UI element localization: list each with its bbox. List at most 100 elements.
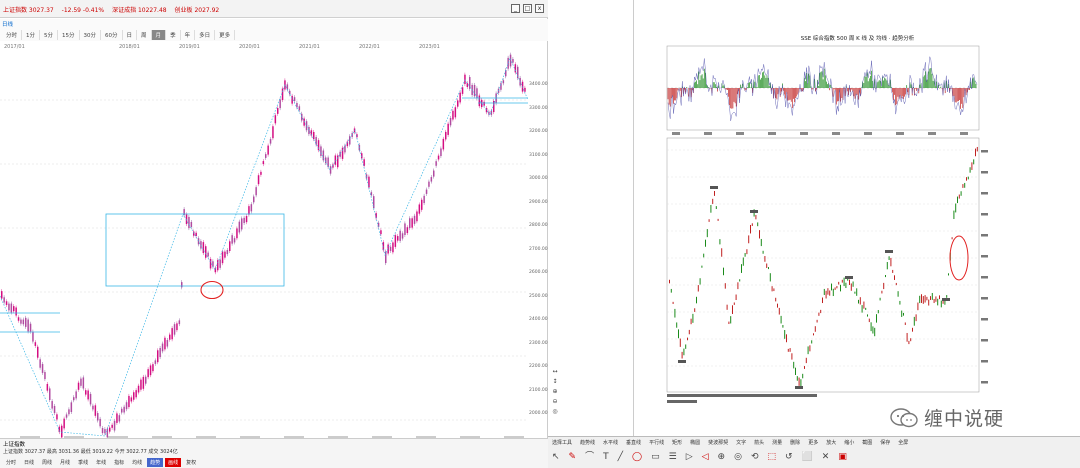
side-tool-icon[interactable]: ◎ [552, 408, 558, 415]
candle [17, 317, 20, 321]
pivot-box[interactable] [105, 213, 285, 287]
candle [459, 92, 461, 103]
close-icon[interactable]: x [535, 4, 544, 13]
maximize-icon[interactable]: □ [523, 4, 532, 13]
candle [106, 428, 109, 438]
candle [960, 191, 962, 196]
candle [976, 146, 978, 152]
candle [454, 107, 457, 118]
candle [298, 106, 301, 111]
candle [75, 391, 77, 399]
candle [775, 297, 777, 302]
candle [164, 337, 166, 350]
candle [349, 136, 351, 145]
toolbar-icon[interactable]: ↖ [552, 452, 560, 462]
bottom-tab[interactable]: 画线 [165, 458, 182, 467]
toolbar-icon[interactable]: ✕ [821, 452, 830, 462]
bottom-tab[interactable]: 指标 [114, 460, 125, 466]
period-tab[interactable]: 多日 [195, 30, 216, 40]
bottom-tab[interactable]: 年线 [96, 460, 107, 466]
toolbar-icon[interactable]: ⌒ [585, 452, 595, 462]
toolbar-icon[interactable]: ⬚ [767, 452, 777, 462]
toolbar-icon[interactable]: ╱ [617, 452, 624, 462]
toolbar-icon[interactable]: ◯ [632, 452, 643, 462]
toolbar-icon[interactable]: ▣ [838, 452, 847, 462]
candle [771, 286, 773, 292]
toolbar-icon[interactable]: ⟲ [750, 452, 759, 462]
period-tab[interactable]: 30分 [80, 30, 102, 40]
candle [877, 310, 879, 314]
candlestick-chart[interactable] [0, 0, 548, 440]
toolbar-label: 截图 [862, 440, 873, 446]
period-tab[interactable]: 15分 [58, 30, 80, 40]
toolbar-icon[interactable]: ☰ [668, 452, 677, 462]
candle [169, 334, 171, 340]
candle [166, 340, 169, 347]
candle [212, 261, 214, 267]
candle [715, 206, 717, 210]
candle [863, 301, 865, 309]
candle [741, 264, 742, 273]
candle [85, 390, 87, 395]
candle [822, 297, 823, 304]
toolbar-icon[interactable]: ▭ [651, 452, 660, 462]
toolbar-icon[interactable]: ◎ [734, 452, 742, 462]
period-tab[interactable]: 更多 [215, 30, 236, 40]
toolbar-icon[interactable]: ✎ [568, 452, 577, 462]
period-tab[interactable]: 周 [137, 30, 152, 40]
candle [955, 203, 957, 213]
bottom-tab[interactable]: 月线 [60, 460, 71, 466]
price-label: 3000.00 [529, 176, 548, 181]
period-tab[interactable]: 日 [123, 30, 138, 40]
candle [56, 414, 58, 420]
window-controls: _ □ x [511, 4, 544, 13]
bottom-tab[interactable]: 复权 [186, 460, 197, 466]
period-tab[interactable]: 60分 [101, 30, 123, 40]
candle [883, 282, 885, 290]
period-tab[interactable]: 5分 [40, 30, 59, 40]
candle [365, 174, 368, 179]
bottom-tab[interactable]: 均线 [132, 460, 143, 466]
bottom-tab[interactable]: 分时 [6, 460, 17, 466]
bottom-tab[interactable]: 周线 [42, 460, 53, 466]
candle [933, 298, 935, 304]
candle [890, 257, 892, 267]
minimize-icon[interactable]: _ [511, 4, 520, 13]
candle [226, 250, 229, 255]
candle [894, 275, 895, 280]
candle [739, 279, 741, 282]
candle [676, 322, 678, 328]
side-tool-icon[interactable]: ↕ [552, 378, 558, 385]
candle [962, 184, 964, 188]
candle [505, 70, 507, 77]
side-tool-icon[interactable]: ⊖ [552, 398, 558, 405]
toolbar-icon[interactable]: ▷ [685, 452, 693, 462]
toolbar-icon[interactable]: ⊕ [717, 452, 726, 462]
side-tool-icon[interactable]: ↔ [552, 368, 558, 375]
bottom-tab[interactable]: 趋势 [147, 458, 164, 467]
toolbar-icon[interactable]: ⬜ [801, 452, 813, 462]
candle [118, 415, 121, 422]
candle [845, 282, 847, 288]
candle [502, 80, 505, 84]
toolbar-icon[interactable]: ◁ [701, 452, 709, 462]
bottom-tab[interactable]: 日线 [24, 460, 35, 466]
candle [195, 232, 197, 237]
side-tool-icon[interactable]: ⊕ [552, 388, 558, 395]
bottom-tab[interactable]: 季线 [78, 460, 89, 466]
period-tab[interactable]: 分时 [2, 30, 23, 40]
period-tab[interactable]: 季 [166, 30, 181, 40]
price-label: 3200.00 [529, 129, 548, 134]
toolbar-icon[interactable]: T [603, 452, 609, 462]
candle [272, 126, 274, 139]
candle [325, 157, 327, 164]
toolbar-icon[interactable]: ↺ [785, 452, 793, 462]
period-tab[interactable]: 1分 [22, 30, 41, 40]
period-tab[interactable]: 月 [151, 30, 167, 40]
candle [161, 343, 164, 352]
period-tab[interactable]: 年 [181, 30, 196, 40]
candle [892, 269, 894, 273]
candle [912, 327, 913, 332]
candle [791, 353, 793, 360]
document-title: SSE 综合指数 500 周 K 线 及 均线 · 趋势分析 [800, 36, 915, 42]
